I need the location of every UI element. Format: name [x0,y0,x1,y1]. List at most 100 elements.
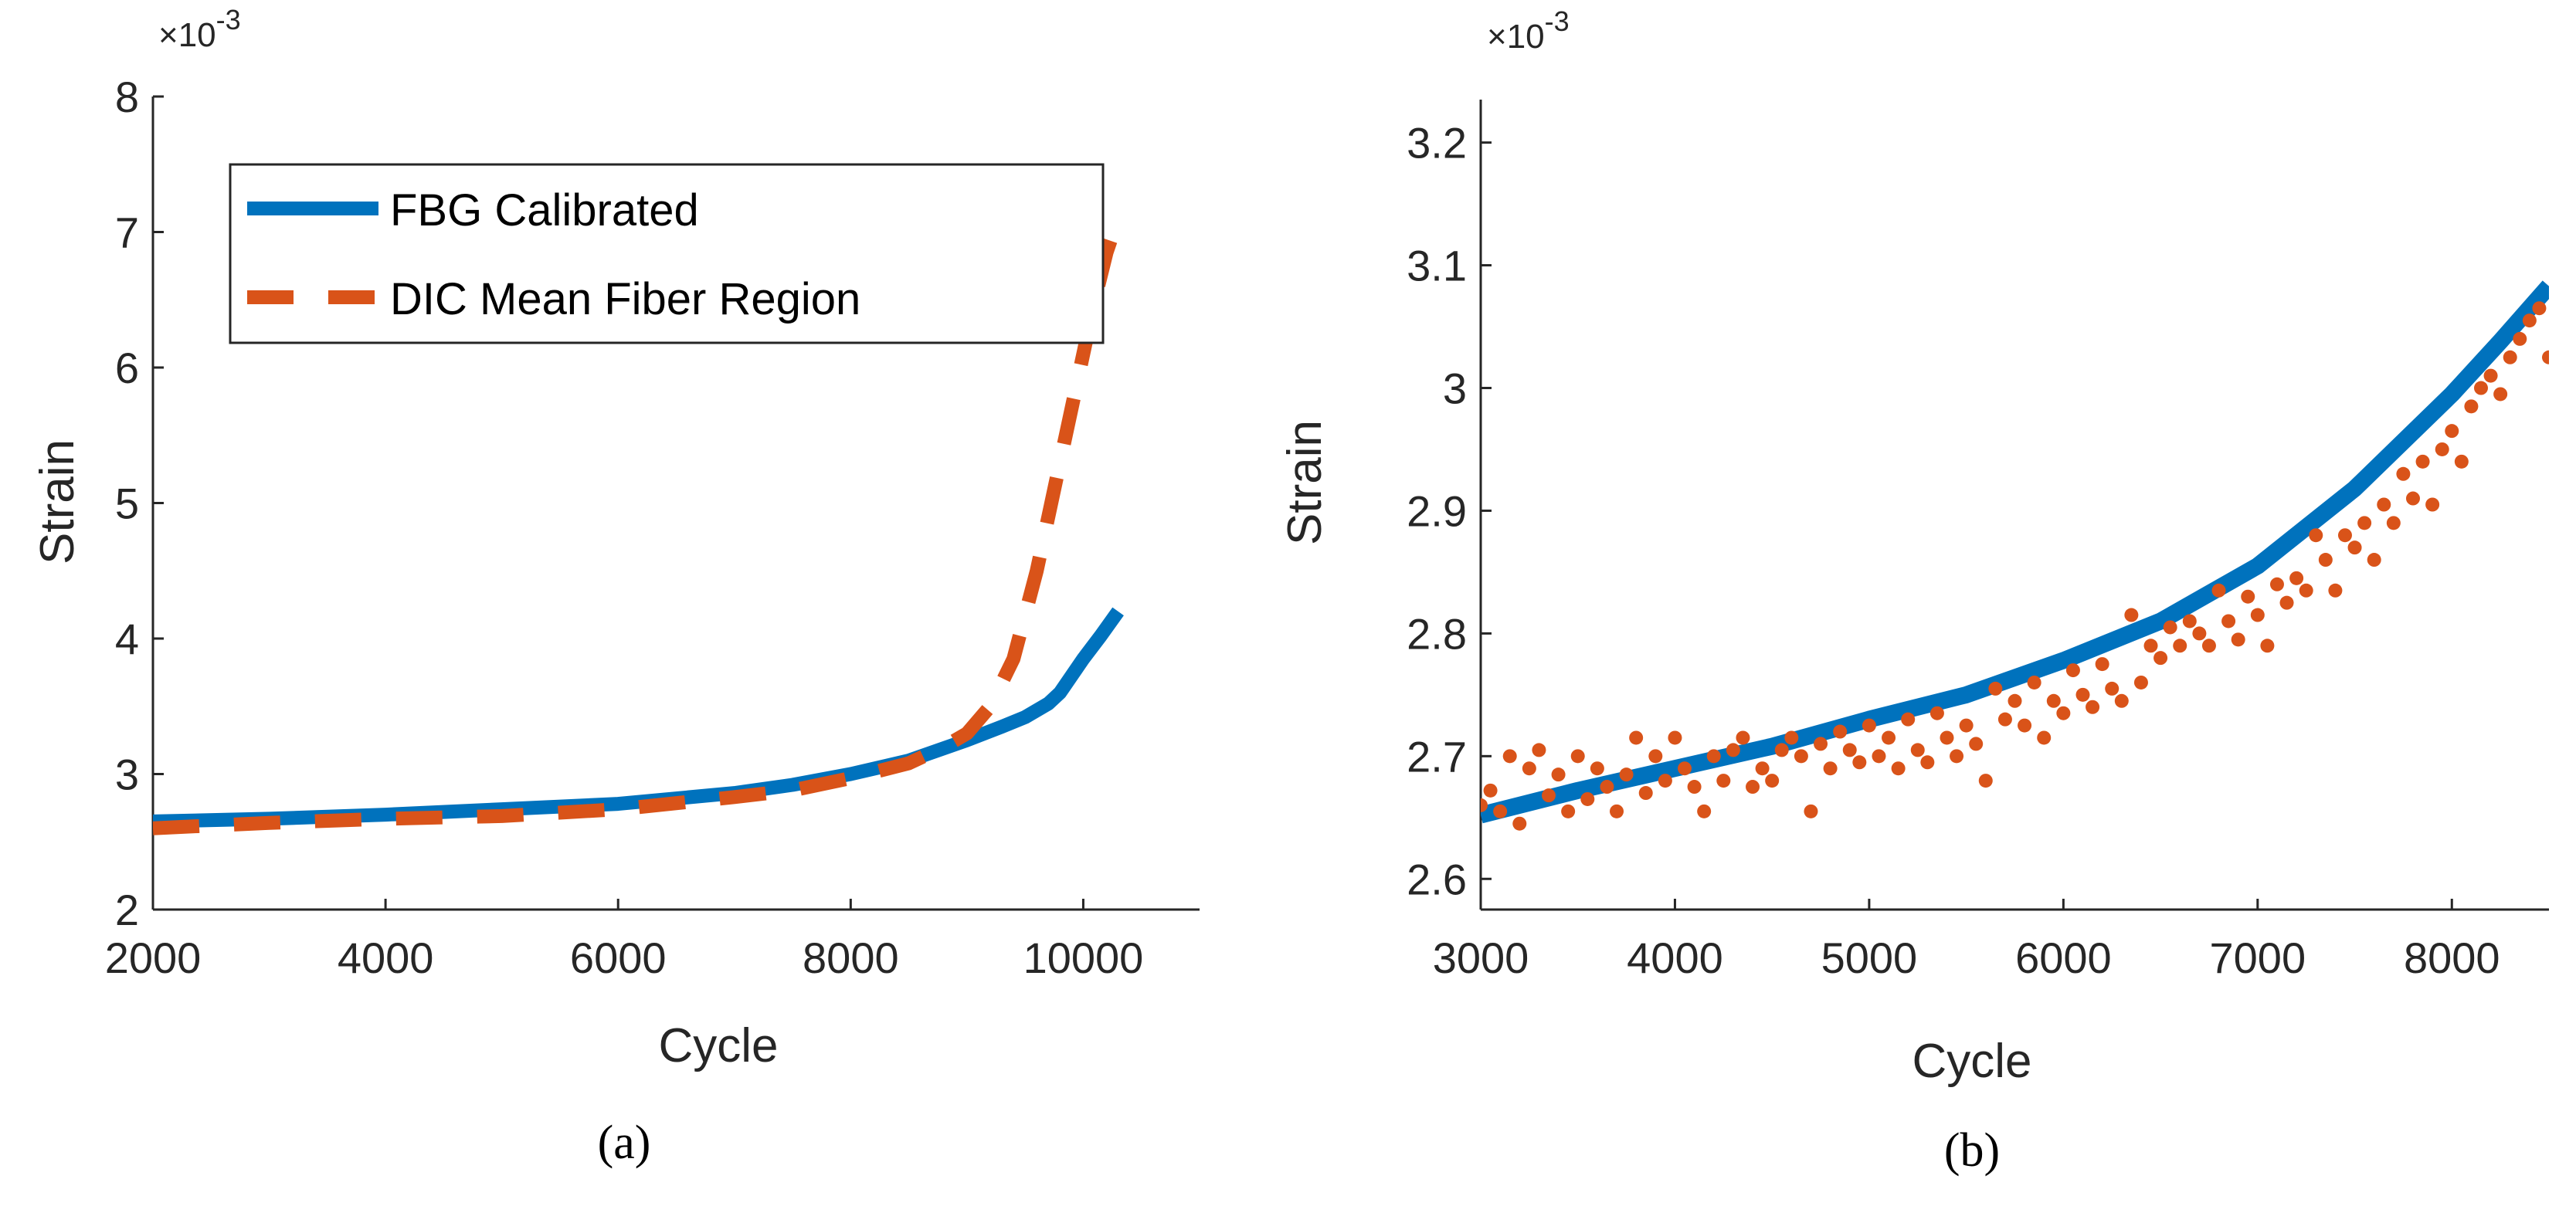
plot-b-dic-mean-fiber-region-point [1629,730,1644,745]
plot-b-dic-mean-fiber-region-point [2095,657,2109,672]
plot-b-dic-mean-fiber-region-point [2503,350,2517,364]
plot-b-dic-mean-fiber-region-point [2415,454,2430,469]
plot-b-dic-mean-fiber-region-point [2075,687,2090,702]
plot-a-ylabel: Strain [31,439,84,564]
plot-b-dic-mean-fiber-region-point [2483,368,2498,383]
plot-b-dic-mean-fiber-region-point [2008,693,2022,708]
plot-b-dic-mean-fiber-region-point [2396,466,2411,481]
plot-b-y-tick-label: 3 [1443,364,1467,413]
plot-a-data [153,216,1125,835]
plot-b-dic-mean-fiber-region-point [2357,516,2372,530]
plot-b-dic-mean-fiber-region-point [1697,804,1712,818]
plot-b-dic-mean-fiber-region-point [1872,749,1886,764]
plot-b-dic-mean-fiber-region-point [1570,749,1585,764]
plot-b-dic-mean-fiber-region-point [1481,798,1488,812]
plot-b-dic-mean-fiber-region-point [1483,783,1498,798]
plot-b-dic-mean-fiber-region-point [2425,497,2440,512]
plot-b-dic-mean-fiber-region-point [1814,737,1828,751]
plot-b-dic-mean-fiber-region-point [1959,718,1974,733]
plot-b-dic-mean-fiber-region-point [1522,761,1536,776]
plot-b-dic-mean-fiber-region-point [2143,639,2158,653]
plot-b-dic-mean-fiber-region-point [1823,761,1838,776]
plot-b-dic-mean-fiber-region-point [1833,724,1848,739]
plot-a-caption: (a) [598,1116,651,1169]
legend-dic-label: DIC Mean Fiber Region [390,274,860,324]
plot-b-dic-mean-fiber-region-point [1804,804,1818,818]
plot-a-y-tick-label: 6 [115,344,139,392]
plot-b-dic-mean-fiber-region-point [1502,749,1517,764]
plot-b-dic-mean-fiber-region-point [2542,350,2549,364]
plot-b-dic-mean-fiber-region-point [2532,301,2547,316]
plot-b-dic-mean-fiber-region-point [1726,743,1740,757]
plot-b-dic-mean-fiber-region-point [1891,761,1906,776]
plot-b-dic-mean-fiber-region-point [2153,651,2168,666]
plot-b-dic-mean-fiber-region-point [2231,632,2245,647]
plot-a-legend-box [229,163,1105,344]
plot-b-dic-mean-fiber-region-point [2056,706,2071,720]
plot-b-dic-mean-fiber-region-point [1678,761,1692,776]
plot-b-x-tick-label: 8000 [2404,933,2500,982]
plot-b-dic-mean-fiber-region-point [2435,442,2449,456]
plot-b-dic-mean-fiber-region-point [1619,767,1634,782]
plot-b-dic-mean-fiber-region-point [2445,424,2459,439]
plot-b-y-multiplier: ×10-3 [1487,5,1570,56]
plot-b-dic-mean-fiber-region-point [2201,639,2216,653]
plot-b-dic-mean-fiber-region-point [1746,780,1760,795]
plot-b-dic-mean-fiber-region-point [2309,528,2323,543]
plot-b-dic-mean-fiber-region-point [1852,755,1867,770]
plot-b-dic-mean-fiber-region-point [2173,639,2187,653]
plot-b-dic-mean-fiber-region-point [1997,712,2012,727]
plot-b-dic-mean-fiber-region-point [2133,675,2148,690]
plot-b-dic-mean-fiber-region-point [2124,608,2139,622]
plot-b-x-tick-label: 6000 [2015,933,2112,982]
plot-b-dic-mean-fiber-region-point [2377,497,2391,512]
plot-a-x-tick-label: 2000 [105,933,202,982]
plot-b-dic-mean-fiber-region-point [2269,577,2284,591]
plot-b-dic-mean-fiber-region-point [1882,730,1896,745]
plot-b-dic-mean-fiber-region-point [2318,553,2333,568]
plot-a-y-tick-label: 7 [115,208,139,257]
plot-b-dic-mean-fiber-region-point [1794,749,1808,764]
plot-b-dic-mean-fiber-region-point [1920,755,1935,770]
plot-b-dic-mean-fiber-region-point [2241,589,2255,604]
plot-b-dic-mean-fiber-region-point [2337,528,2352,543]
plot-b-dic-mean-fiber-region-point [1610,804,1624,818]
plot-b-y-tick-label: 2.7 [1407,732,1467,781]
plot-b-dic-mean-fiber-region-point [2037,730,2052,745]
plot-b-dic-mean-fiber-region-point [1901,712,1916,727]
plot-b-y-tick-label: 3.1 [1407,242,1467,290]
plot-a-x-tick-label: 6000 [570,933,667,982]
plot-b-dic-mean-fiber-region-point [1590,761,1604,776]
plot-b-x-tick-label: 5000 [1821,933,1918,982]
plot-b-dic-mean-fiber-region-point [1862,718,1876,733]
plot-b-dic-mean-fiber-region-point [2473,381,2488,395]
plot-a-y-tick-label: 4 [115,615,139,663]
plot-b-caption: (b) [1944,1124,2000,1177]
plot-b-dic-mean-fiber-region-point [2027,675,2041,690]
plot-b-dic-mean-fiber-region-point [1988,681,2003,696]
plot-b-dic-mean-fiber-region-point [1929,706,1944,720]
plot-a-y-tick-label: 5 [115,479,139,528]
plot-b-dic-mean-fiber-region-point [1940,730,1954,745]
plot-b-dic-mean-fiber-region-point [1542,788,1556,803]
plot-b-y-tick-label: 2.8 [1407,609,1467,658]
plot-a-y-tick-label: 2 [115,886,139,934]
plot-a-y-multiplier: ×10-3 [158,4,241,54]
plot-b-y-tick-label: 2.9 [1407,486,1467,535]
plot-b-data [1481,280,2549,831]
plot-a-y-tick-label: 3 [115,751,139,799]
plot-b-dic-mean-fiber-region-point [2086,700,2100,714]
plot-b-dic-mean-fiber-region-point [1512,816,1527,831]
plot-b-dic-mean-fiber-region-point [1969,737,1984,751]
plot-b-dic-mean-fiber-region-point [1910,743,1925,757]
plot-b-dic-mean-fiber-region-point [2386,516,2401,530]
plot-b: 3000 4000 5000 6000 7000 8000 2.6 2.7 2.8 2.9 3 3.1… [1278,5,2549,1177]
plot-b-dic-mean-fiber-region-point [2192,626,2207,641]
plot-b-dic-mean-fiber-region-point [1784,730,1799,745]
plot-b-dic-mean-fiber-region-point [1600,780,1614,795]
plot-b-dic-mean-fiber-region-point [1716,774,1731,788]
plot-b-dic-mean-fiber-region-point [2018,718,2032,733]
plot-a-dic-mean-fiber-region-line [153,216,1125,835]
plot-b-dic-mean-fiber-region-point [1978,774,1993,788]
plot-b-dic-mean-fiber-region-point [2260,639,2275,653]
